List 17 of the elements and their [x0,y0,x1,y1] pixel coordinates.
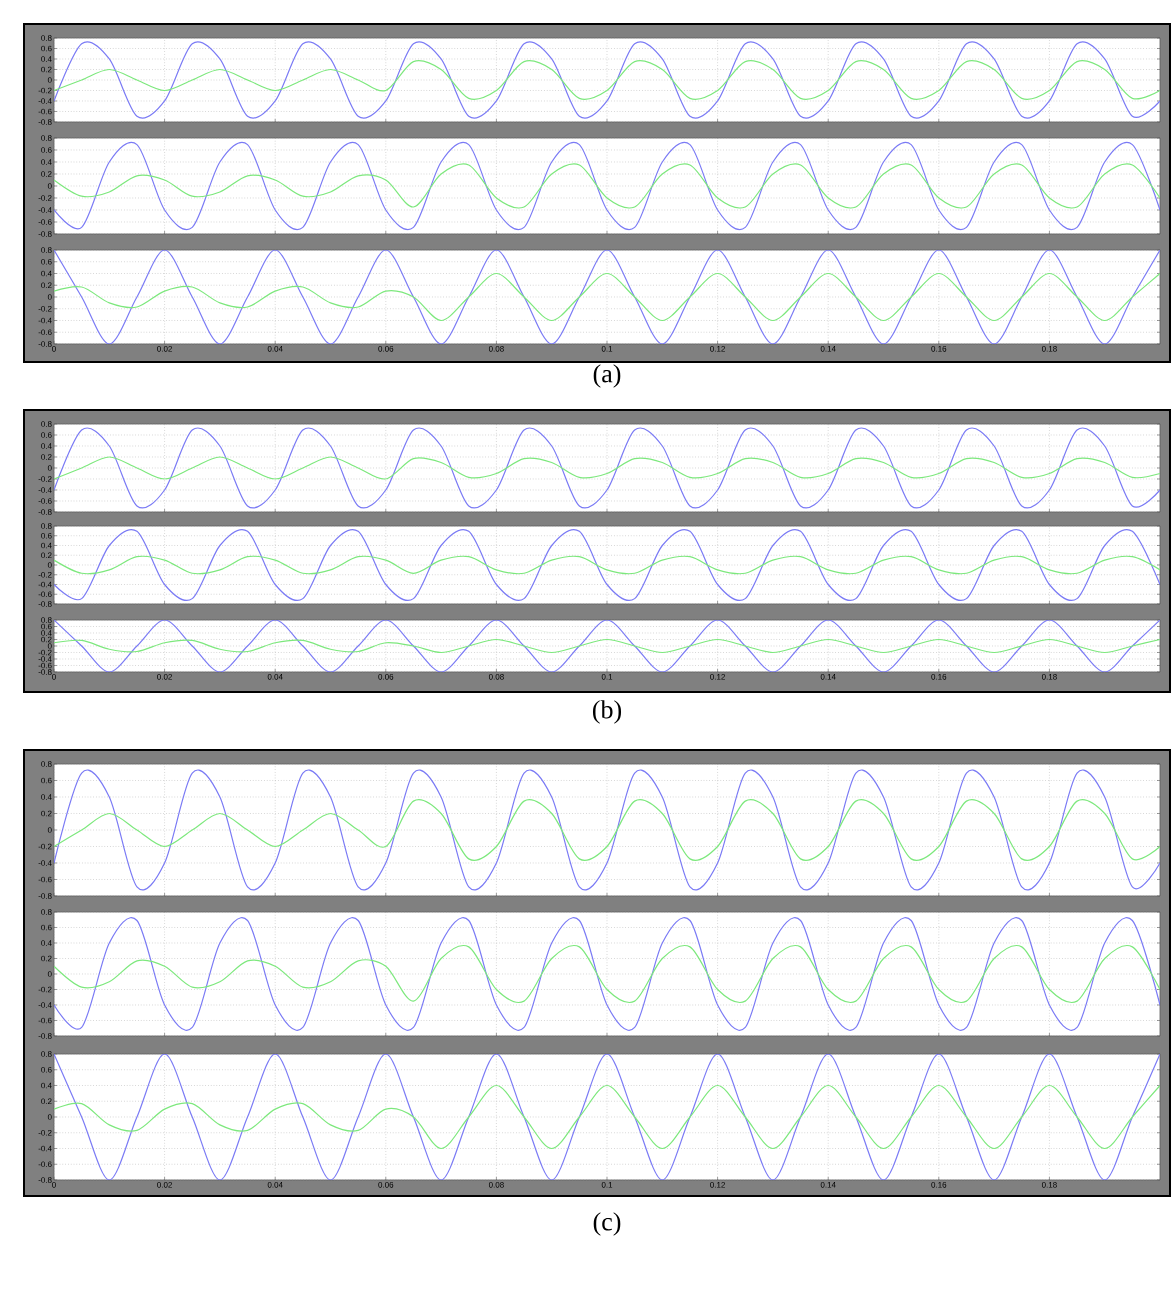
line-series [54,944,1161,1004]
line-series [54,1084,1161,1150]
line-series [54,917,1161,1029]
text: (c) [593,1212,621,1236]
line-series [54,529,1161,601]
text: (b) [592,700,622,724]
line-series [54,799,1161,861]
line-series [54,141,1161,230]
line-series [54,60,1161,100]
line-series [54,638,1161,654]
line-series [54,41,1161,119]
line-series [54,163,1161,209]
line-series [54,555,1161,575]
line-series [54,456,1161,480]
line-series [54,272,1161,322]
text: (a) [593,364,621,388]
line-series [54,427,1161,509]
